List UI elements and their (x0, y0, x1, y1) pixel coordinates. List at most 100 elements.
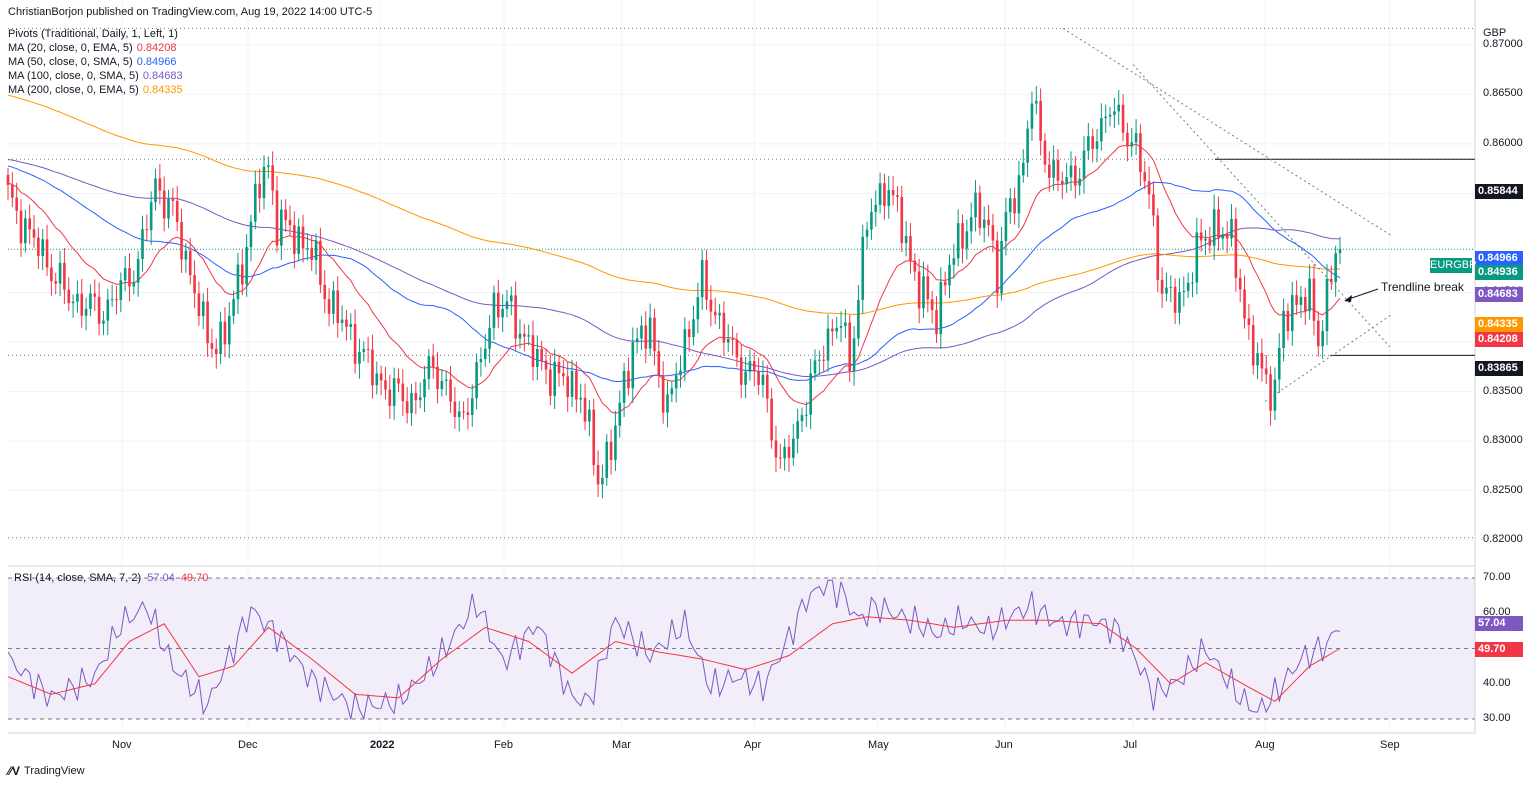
footer-brand: TradingView (24, 765, 85, 777)
candle-body (987, 219, 990, 226)
candle-body (227, 315, 231, 345)
candle-body (58, 262, 62, 284)
candle-body (1069, 165, 1073, 178)
candle-body (340, 319, 344, 323)
candle-body (1121, 104, 1125, 133)
candle-body (666, 394, 669, 413)
candle-body (1295, 295, 1298, 305)
candle-body (752, 361, 756, 372)
candle-body (557, 361, 561, 374)
candle-body (852, 338, 856, 372)
candle-body (739, 357, 743, 385)
rsi-value-tag: 57.04 (1475, 616, 1523, 631)
candle-body (262, 166, 266, 199)
candle-body (1026, 128, 1029, 163)
candle-body (54, 281, 58, 284)
candle-body (392, 378, 396, 407)
candle-body (1052, 160, 1055, 178)
candle-body (280, 209, 283, 246)
candle-body (995, 240, 999, 294)
candle-body (479, 359, 483, 363)
price-tag: 0.85844 (1475, 184, 1523, 199)
time-axis-label: Jul (1123, 739, 1138, 751)
candle-body (865, 229, 869, 237)
candle-body (631, 342, 635, 389)
candle-body (453, 401, 457, 418)
candle-body (214, 348, 218, 354)
candle-body (939, 281, 943, 335)
candle-body (913, 260, 917, 272)
candle-body (878, 183, 882, 205)
candle-body (223, 321, 227, 345)
indicator-label: MA (50, close, 0, SMA, 5) (8, 56, 133, 68)
candle-body (284, 209, 287, 221)
candle-body (692, 319, 695, 338)
candle-body (991, 225, 995, 241)
trendline-upper (1062, 27, 1393, 237)
candle-body (618, 402, 622, 426)
currency-label: GBP (1483, 27, 1507, 39)
price-tag: 0.84335 (1475, 317, 1523, 332)
price-tag: 0.84966 (1475, 251, 1523, 266)
candle-body (605, 441, 609, 478)
candle-body (423, 379, 426, 398)
candle-body (687, 329, 691, 338)
candle-body (375, 373, 379, 386)
candle-body (575, 370, 578, 400)
candle-body (1169, 286, 1173, 288)
candle-body (726, 338, 730, 343)
candle-body (1130, 142, 1134, 147)
candle-body (427, 356, 431, 380)
candle-body (19, 210, 23, 244)
candle-body (310, 248, 314, 260)
candle-body (757, 371, 760, 385)
candle-body (1182, 290, 1186, 293)
candle-body (822, 359, 825, 361)
candle-body (210, 343, 214, 349)
indicator-legend: MA (200, close, 0, EMA, 5) 0.84335 (8, 84, 183, 96)
candle-body (440, 380, 444, 390)
price-axis-label: 0.86000 (1483, 136, 1523, 149)
candle-body (41, 239, 45, 257)
candle-body (1139, 133, 1142, 173)
candle-body (1030, 103, 1034, 129)
candle-body (818, 359, 821, 361)
candle-body (765, 374, 769, 399)
candle-body (332, 290, 335, 314)
candle-body (110, 299, 114, 301)
candle-body (15, 197, 18, 211)
candle-body (1039, 100, 1042, 141)
candle-body (249, 221, 253, 248)
candle-body (527, 335, 530, 337)
candle-body (909, 235, 912, 261)
price-tag: 0.83865 (1475, 361, 1523, 376)
price-tag: 0.84208 (1475, 332, 1523, 347)
candle-body (774, 440, 778, 458)
symbol-tag: EURGBP (1430, 258, 1477, 273)
candle-body (71, 301, 75, 304)
candle-body (1152, 194, 1155, 216)
candle-body (188, 250, 192, 276)
candle-body (466, 412, 470, 415)
candle-body (1325, 278, 1329, 332)
candle-body (1338, 249, 1342, 254)
candle-body (418, 397, 422, 401)
candle-body (384, 380, 387, 390)
candle-body (761, 374, 765, 385)
candle-body (32, 229, 36, 238)
candle-body (1256, 353, 1259, 366)
candle-body (275, 190, 279, 246)
candle-body (614, 425, 617, 460)
candle-body (149, 202, 153, 231)
candle-body (744, 371, 747, 385)
candle-body (1238, 277, 1242, 290)
candle-body (596, 465, 600, 485)
time-axis-label: Sep (1380, 739, 1400, 751)
indicator-value: 0.84683 (142, 70, 183, 82)
time-axis-label: Dec (238, 739, 258, 751)
moving-averages (7, 94, 1341, 414)
candle-body (84, 308, 88, 316)
candle-body (1147, 181, 1151, 195)
candle-body (1008, 198, 1012, 213)
